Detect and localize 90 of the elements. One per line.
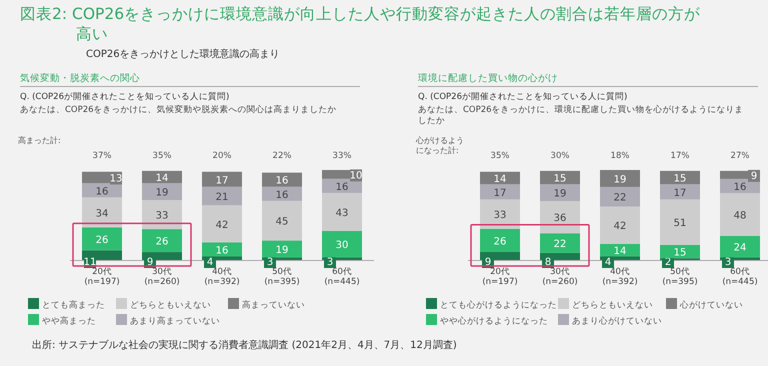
data-label: 22 (614, 192, 626, 204)
data-label: 16 (96, 186, 108, 198)
annotation: 37% (92, 151, 112, 161)
data-label: 9 (146, 257, 154, 268)
data-label: 11 (84, 257, 96, 268)
data-label: 13 (110, 174, 122, 184)
data-label: 8 (544, 257, 552, 268)
data-label: 19 (276, 244, 288, 256)
data-label: 33 (494, 210, 506, 222)
data-label: 17 (216, 175, 228, 186)
data-label: 26 (156, 236, 168, 248)
x-tick-label: 40代 (n=392) (602, 266, 638, 288)
data-label: 17 (674, 188, 686, 199)
annotation: 出所: サステナブルな社会の実現に関する消費者意識調査 (2021年2月、4月、7月、12月調査) (32, 338, 457, 352)
data-label: 14 (614, 246, 626, 258)
data-label: 19 (156, 188, 168, 199)
title: 環境に配慮した買い物の心がけ (418, 72, 758, 87)
x-tick-label: 30代 (n=260) (144, 266, 180, 288)
annotation: 35% (152, 151, 172, 161)
annotation: 27% (730, 151, 750, 161)
subtitle: Q. (COP26が開催されたことを知っている人に質問) (418, 91, 628, 103)
data-label: 4 (604, 257, 612, 268)
data-label: 26 (96, 234, 108, 246)
data-label: 10 (350, 170, 362, 182)
data-label: 3 (266, 257, 274, 268)
legend-label: 高まっていない (242, 300, 305, 310)
annotation: 高まった計: (18, 136, 62, 146)
data-label: 17 (494, 188, 506, 199)
legend-label: どちらともいえない (130, 300, 211, 310)
data-label: 33 (156, 210, 168, 222)
data-label: 36 (554, 213, 566, 224)
data-label: 3 (326, 257, 334, 268)
data-label: 16 (276, 190, 288, 201)
data-label: 14 (494, 174, 506, 186)
data-label: 16 (336, 182, 348, 193)
x-tick-label: 60代 (n=445) (324, 266, 360, 288)
annotation: あなたは、COP26をきっかけに、環境に配慮した買い物を心がけるようになりましたか (418, 105, 745, 127)
data-label: 51 (674, 218, 686, 230)
x-tick-label: 30代 (n=260) (542, 266, 578, 288)
data-label: 22 (554, 239, 566, 250)
data-label: 48 (734, 210, 746, 222)
data-label: 21 (216, 192, 228, 204)
data-label: 43 (336, 208, 348, 219)
legend-label: 心がけていない (679, 300, 743, 310)
data-label: 14 (156, 173, 168, 184)
data-label: 19 (614, 174, 626, 186)
subtitle: Q. (COP26が開催されたことを知っている人に質問) (20, 91, 230, 103)
data-label: 15 (674, 174, 686, 185)
data-label: 3 (724, 257, 732, 268)
annotation: あなたは、COP26をきっかけに、気候変動や脱炭素への関心は高まりましたか (20, 105, 338, 116)
subtitle: COP26をきっかけとした環境意識の高まり (86, 48, 280, 61)
data-label: 4 (206, 257, 214, 268)
data-label: 19 (554, 188, 566, 200)
legend-label: とても高まった (42, 300, 105, 310)
legend-label: あまり心がけていない (572, 316, 662, 326)
data-label: 9 (750, 170, 758, 182)
legend-label: とても心がけるようになった (440, 300, 557, 310)
data-label: 24 (734, 242, 746, 254)
title: 図表2: COP26をきっかけに環境意識が向上した人や行動変容が起きた人の割合は若年層の方が高い (20, 4, 702, 44)
x-tick-label: 40代 (n=392) (204, 266, 240, 288)
legend-label: あまり高まっていない (130, 316, 220, 326)
annotation: 22% (272, 151, 292, 161)
annotation: 35% (490, 151, 510, 161)
data-label: 45 (276, 216, 288, 228)
data-label: 16 (216, 245, 228, 256)
annotation: 30% (550, 151, 570, 161)
x-tick-label: 50代 (n=395) (662, 266, 698, 288)
data-label: 26 (494, 236, 506, 248)
x-tick-label: 20代 (n=197) (84, 266, 120, 288)
data-label: 30 (336, 240, 348, 252)
legend-label: どちらともいえない (572, 300, 653, 310)
annotation: 心がけるようになった計: (416, 136, 465, 155)
annotation: 17% (670, 151, 690, 161)
legend-label: やや心がけるようになった (440, 316, 548, 326)
x-tick-label: 60代 (n=445) (722, 266, 758, 288)
data-label: 34 (96, 208, 108, 220)
annotation: 18% (610, 151, 630, 161)
title: 気候変動・脱炭素への関心 (20, 72, 360, 87)
legend-label: やや高まった (42, 316, 96, 326)
x-tick-label: 20代 (n=197) (482, 266, 518, 288)
data-label: 42 (216, 220, 228, 231)
data-label: 9 (484, 257, 492, 268)
data-label: 15 (674, 248, 686, 259)
data-label: 42 (614, 221, 626, 232)
data-label: 15 (554, 174, 566, 185)
x-tick-label: 50代 (n=395) (264, 266, 300, 288)
data-label: 16 (734, 182, 746, 194)
annotation: 33% (332, 151, 352, 161)
data-label: 16 (276, 176, 288, 187)
annotation: 20% (212, 151, 232, 161)
